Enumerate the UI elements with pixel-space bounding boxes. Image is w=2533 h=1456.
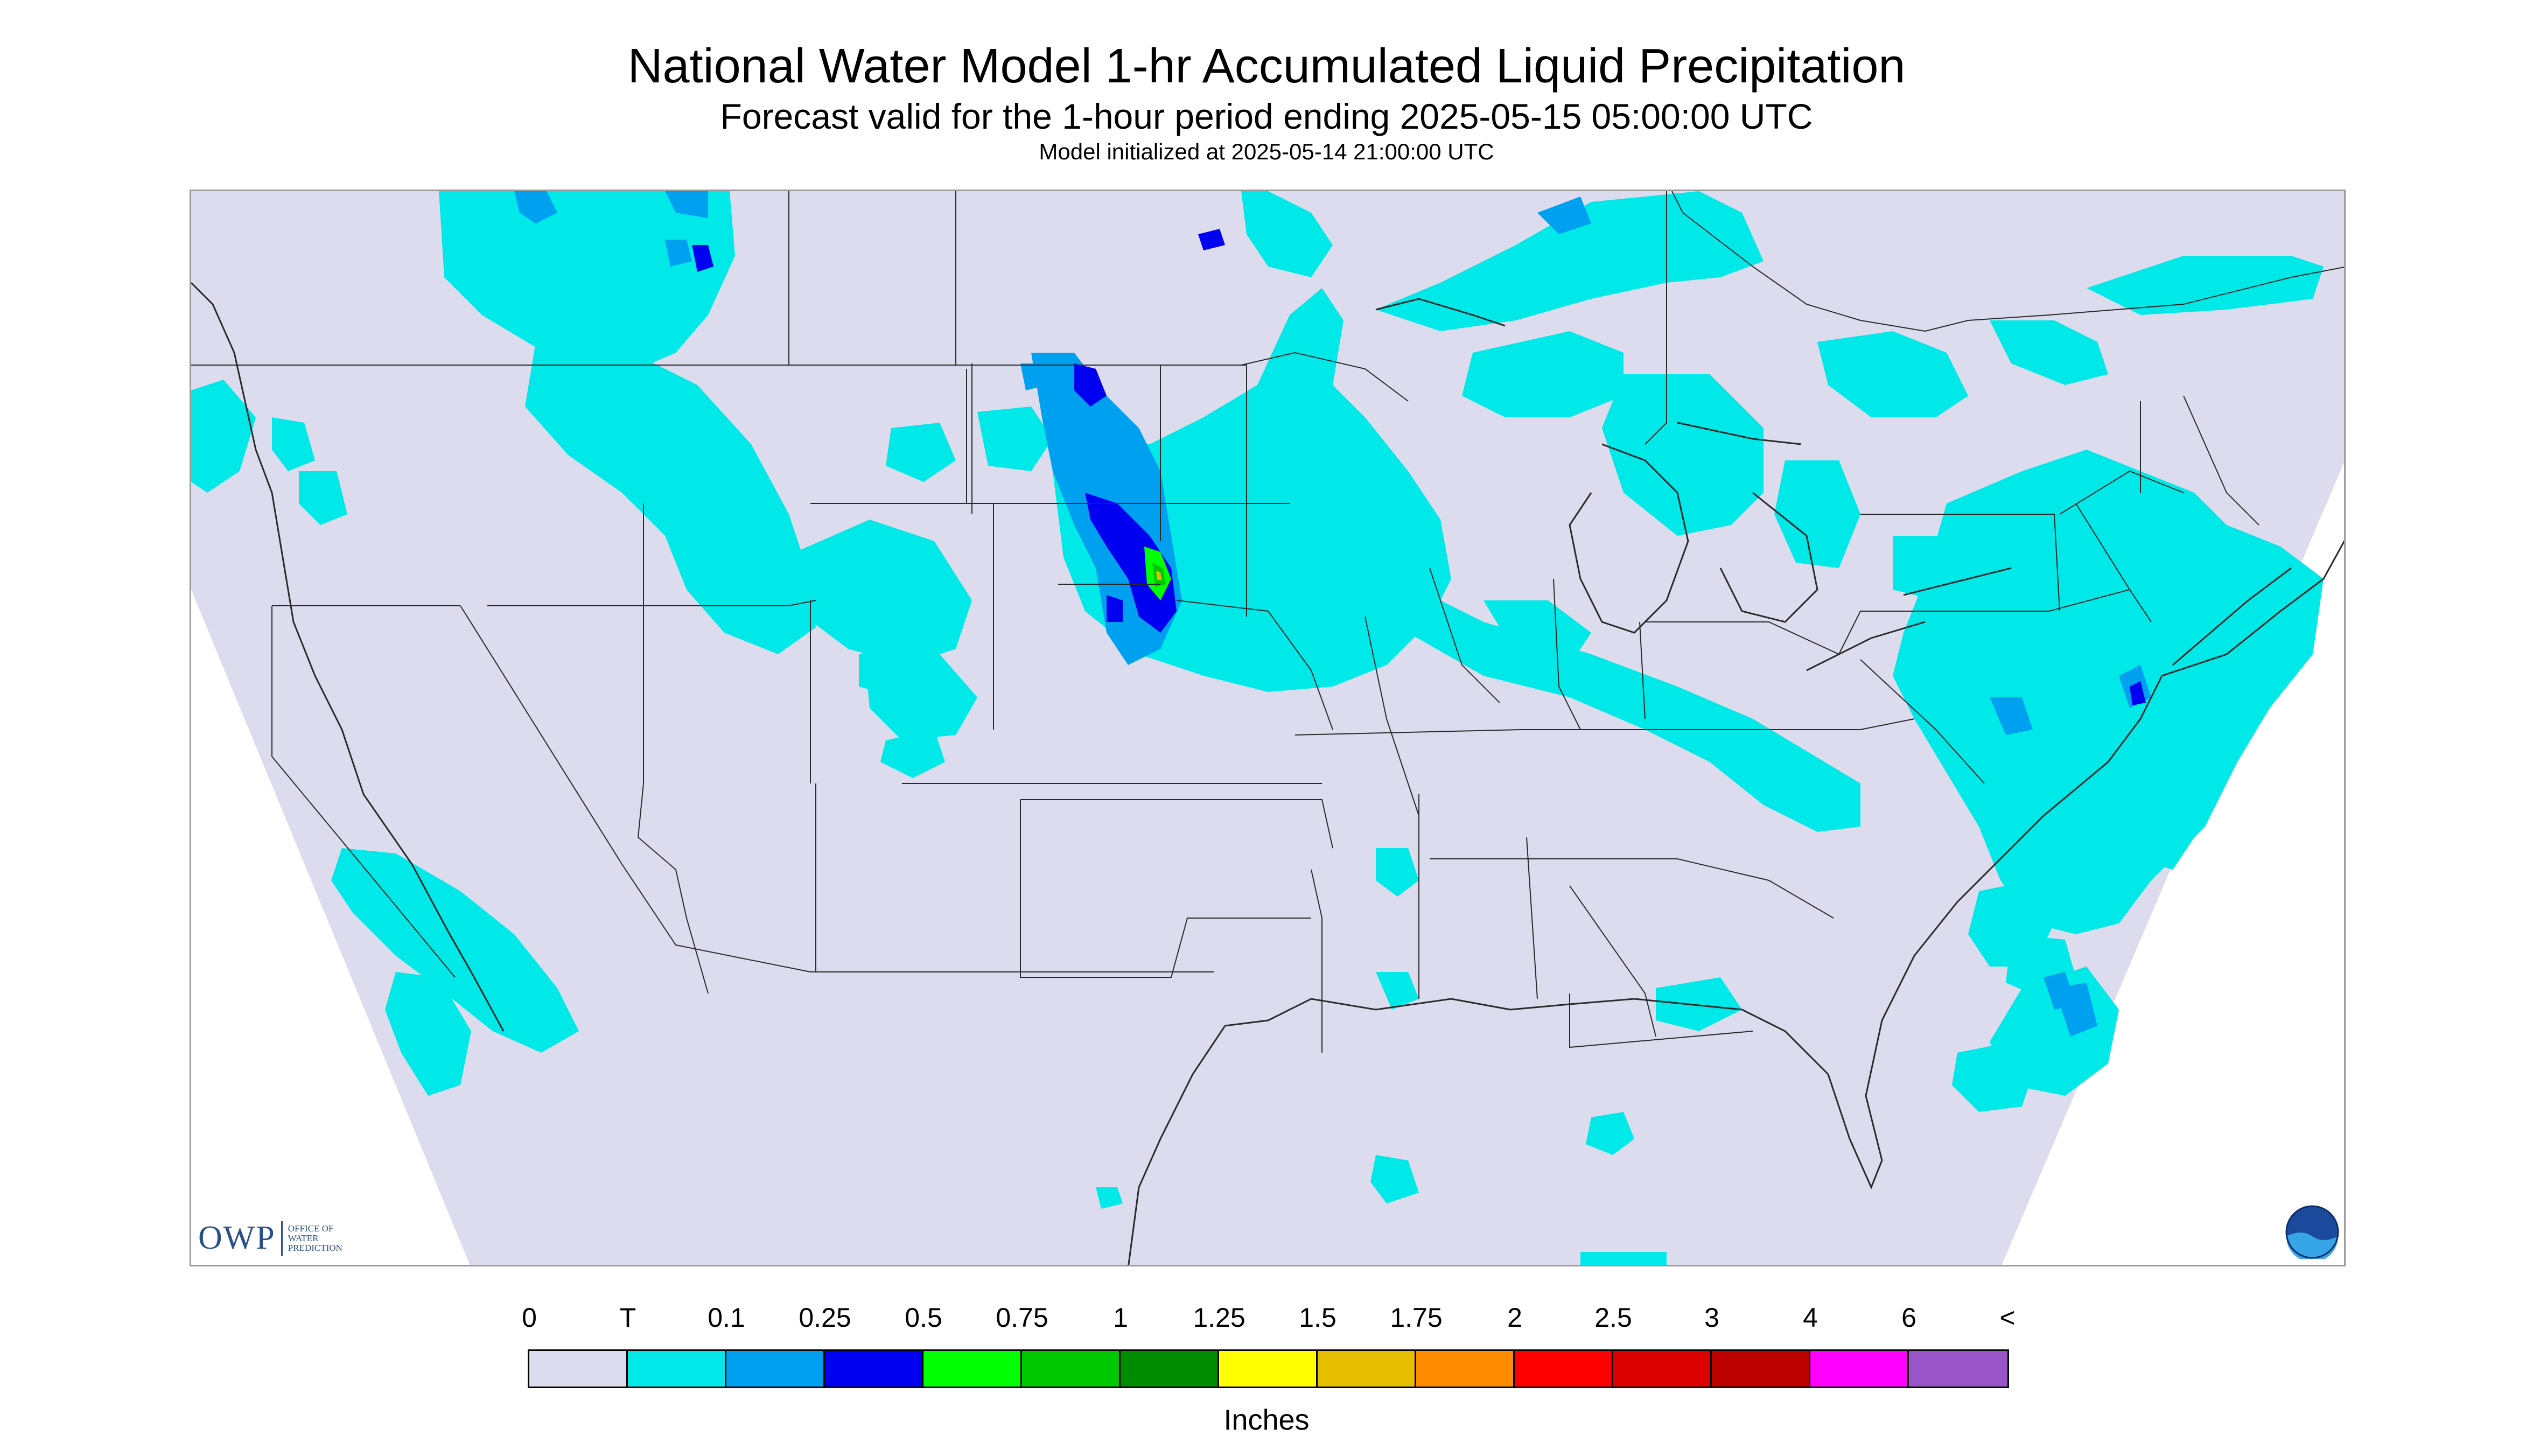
owp-separator (281, 1221, 283, 1256)
legend-swatch (726, 1351, 825, 1387)
precip-0p25-areas (692, 229, 2146, 705)
legend-swatch (1219, 1351, 1318, 1387)
legend-tick-label: 0.75 (996, 1303, 1048, 1333)
legend-tick-label: 6 (1901, 1303, 1916, 1333)
legend-swatch (825, 1351, 923, 1387)
legend-swatch (1810, 1351, 1909, 1387)
coastline-lines (191, 282, 2344, 1265)
owp-wordmark: OWP (198, 1220, 276, 1256)
legend-tick-label: 0 (522, 1303, 537, 1333)
legend-swatch (1712, 1351, 1810, 1387)
legend-tick-label: 1 (1113, 1303, 1128, 1333)
legend-units: Inches (1223, 1404, 1310, 1436)
precipitation-map (190, 190, 2346, 1266)
map-canvas (191, 191, 2344, 1265)
legend-swatch (1613, 1351, 1712, 1387)
legend-tick-labels: 0 T 0.1 0.25 0.5 0.75 1 1.25 1.5 1.75 2 2.5 3 4 6 < (0, 1302, 2533, 1340)
legend-tick-label: 3 (1704, 1303, 1719, 1333)
boundary-lines (191, 191, 2344, 1053)
map-subtitle: Forecast valid for the 1-hour period end… (720, 96, 1813, 136)
legend-tick-label: 0.1 (708, 1303, 745, 1333)
legend-color-bar (528, 1349, 2009, 1388)
noaa-logo-icon (2285, 1205, 2339, 1259)
legend-swatch (628, 1351, 726, 1387)
legend-tick-label: 2.5 (1594, 1303, 1632, 1333)
legend-tick-label: 0.5 (905, 1303, 942, 1333)
legend-swatch (1318, 1351, 1416, 1387)
legend-tick-label: 1.25 (1193, 1303, 1245, 1333)
legend-swatch (1909, 1351, 2007, 1387)
legend-tick-label: < (1999, 1303, 2016, 1333)
legend-swatch (1416, 1351, 1515, 1387)
map-title: National Water Model 1-hr Accumulated Li… (627, 39, 1906, 93)
model-init-text: Model initialized at 2025-05-14 21:00:00… (1039, 139, 1494, 164)
precip-heavy-cores (1144, 547, 1171, 600)
legend-tick-label: 1.5 (1299, 1303, 1337, 1333)
legend-tick-label: 2 (1507, 1303, 1522, 1333)
legend-swatch (1022, 1351, 1121, 1387)
owp-logo: OWP OFFICE OF WATER PREDICTION (198, 1219, 342, 1257)
owp-caption: OFFICE OF WATER PREDICTION (288, 1223, 342, 1253)
legend-swatch (1515, 1351, 1613, 1387)
legend-tick-label: 0.25 (799, 1303, 851, 1333)
legend-tick-label: 1.75 (1390, 1303, 1443, 1333)
legend-swatch (923, 1351, 1022, 1387)
legend-tick-label: 4 (1803, 1303, 1818, 1333)
legend-swatch (529, 1351, 628, 1387)
legend-swatch (1121, 1351, 1219, 1387)
legend-tick-label: T (619, 1303, 636, 1333)
